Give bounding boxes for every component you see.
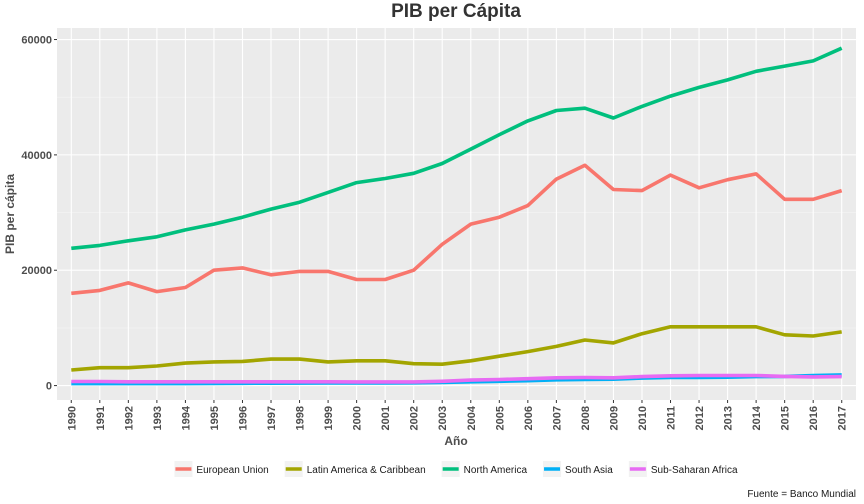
legend-label: North America (464, 465, 528, 476)
x-tick-label: 1993 (152, 406, 164, 430)
x-tick-label: 2015 (780, 406, 792, 430)
legend-label: Sub-Saharan Africa (651, 465, 738, 476)
y-tick-label: 0 (46, 381, 52, 393)
x-tick-label: 2004 (466, 405, 478, 430)
x-tick-label: 2008 (580, 406, 592, 430)
x-tick-label: 2013 (723, 406, 735, 430)
x-tick-label: 2014 (751, 405, 763, 430)
series-line-0 (71, 163, 843, 296)
x-tick-label: 1990 (66, 406, 78, 430)
x-tick-label: 2001 (380, 406, 392, 430)
x-tick-label: 1997 (266, 406, 278, 430)
x-tick-label: 2005 (494, 406, 506, 430)
x-tick-label: 2010 (637, 406, 649, 430)
x-tick-label: 1992 (123, 406, 135, 430)
y-tick-label: 60000 (21, 35, 52, 47)
x-axis-title: Año (444, 434, 467, 448)
x-tick-label: 1996 (237, 406, 249, 430)
x-tick-label: 2002 (409, 406, 421, 430)
x-tick-label: 2009 (608, 406, 620, 430)
legend-label: Latin America & Caribbean (307, 465, 426, 476)
series-line-4 (71, 373, 842, 384)
x-tick-label: 1998 (295, 406, 307, 430)
x-tick-label: 1999 (323, 406, 335, 430)
y-axis-title: PIB per cápita (3, 174, 17, 254)
x-tick-label: 1994 (180, 405, 192, 430)
x-tick-label: 2011 (666, 406, 678, 430)
series-line-2 (71, 46, 843, 251)
plot-panel (57, 28, 856, 400)
grid-major (57, 28, 856, 400)
x-tick-label: 1995 (209, 406, 221, 430)
caption: Fuente = Banco Mundial (747, 489, 856, 500)
x-tick-label: 2007 (551, 406, 563, 430)
legend: European Union Latin America & Caribbean N… (174, 461, 738, 477)
x-tick-label: 2000 (352, 406, 364, 430)
x-tick-label: 2016 (808, 406, 820, 430)
chart-title: PIB per Cápita (391, 1, 521, 22)
legend-label: South Asia (565, 465, 613, 476)
x-tick-label: 2012 (694, 406, 706, 430)
x-axis: 1990 1991 1992 1993 1994 1995 1996 1997 1998 1999… (66, 400, 849, 430)
x-tick-label: 2006 (523, 406, 535, 430)
x-tick-label: 2017 (837, 406, 849, 430)
series-layer (71, 46, 843, 386)
y-tick-label: 20000 (21, 265, 52, 277)
legend-label: European Union (196, 465, 268, 476)
x-tick-label: 1991 (95, 406, 107, 430)
series-line-1 (71, 325, 842, 372)
x-tick-label: 2003 (437, 406, 449, 430)
y-tick-label: 40000 (21, 150, 52, 162)
y-axis: 0 20000 40000 60000 (21, 35, 57, 393)
